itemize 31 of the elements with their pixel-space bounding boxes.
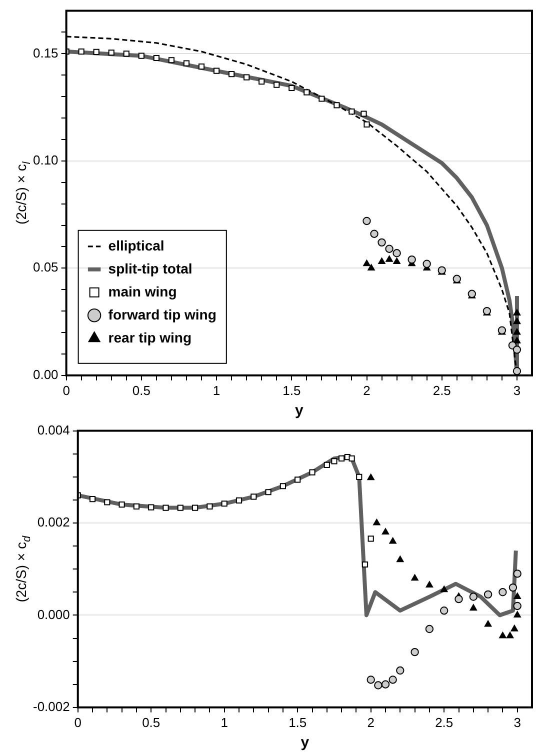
x-tick-label: 2 [363,382,370,398]
y-tick-label: 0.002 [37,514,70,530]
x-tick-label: 1 [212,382,220,398]
x-tick-label: 2 [367,714,374,730]
y-axis-title: (2c/S) × cl [12,161,34,224]
y-tick-label: 0.000 [37,606,70,622]
x-tick-label: 1 [220,714,228,730]
legend-label: rear tip wing [108,329,192,346]
y-tick-label: 0.05 [32,260,58,275]
legend-label: forward tip wing [108,306,216,322]
x-axis-title: y [300,734,310,752]
legend-label: main wing [108,283,177,300]
x-tick-label: 0 [62,382,70,398]
x-tick-label: 3 [513,382,521,398]
x-axis-title: y [294,402,304,420]
y-tick-label: 0.15 [32,45,58,60]
y-tick-label: 0.004 [37,422,70,438]
x-tick-label: 1.5 [288,714,307,730]
legend-label: elliptical [108,237,164,254]
legend-label: split-tip total [108,260,192,276]
y-tick-label: -0.002 [32,698,70,714]
x-tick-label: 0 [74,714,82,730]
x-tick-label: 3 [514,714,521,730]
x-tick-label: 2.5 [432,382,451,398]
x-tick-label: 0.5 [132,382,150,398]
x-tick-label: 1.5 [282,382,301,398]
y-tick-label: 0.10 [32,152,58,168]
x-tick-label: 2.5 [435,714,454,730]
y-axis-title: (2c/S) × cd [12,535,34,602]
y-tick-label: 0.00 [32,366,58,382]
x-tick-label: 0.5 [142,714,160,730]
